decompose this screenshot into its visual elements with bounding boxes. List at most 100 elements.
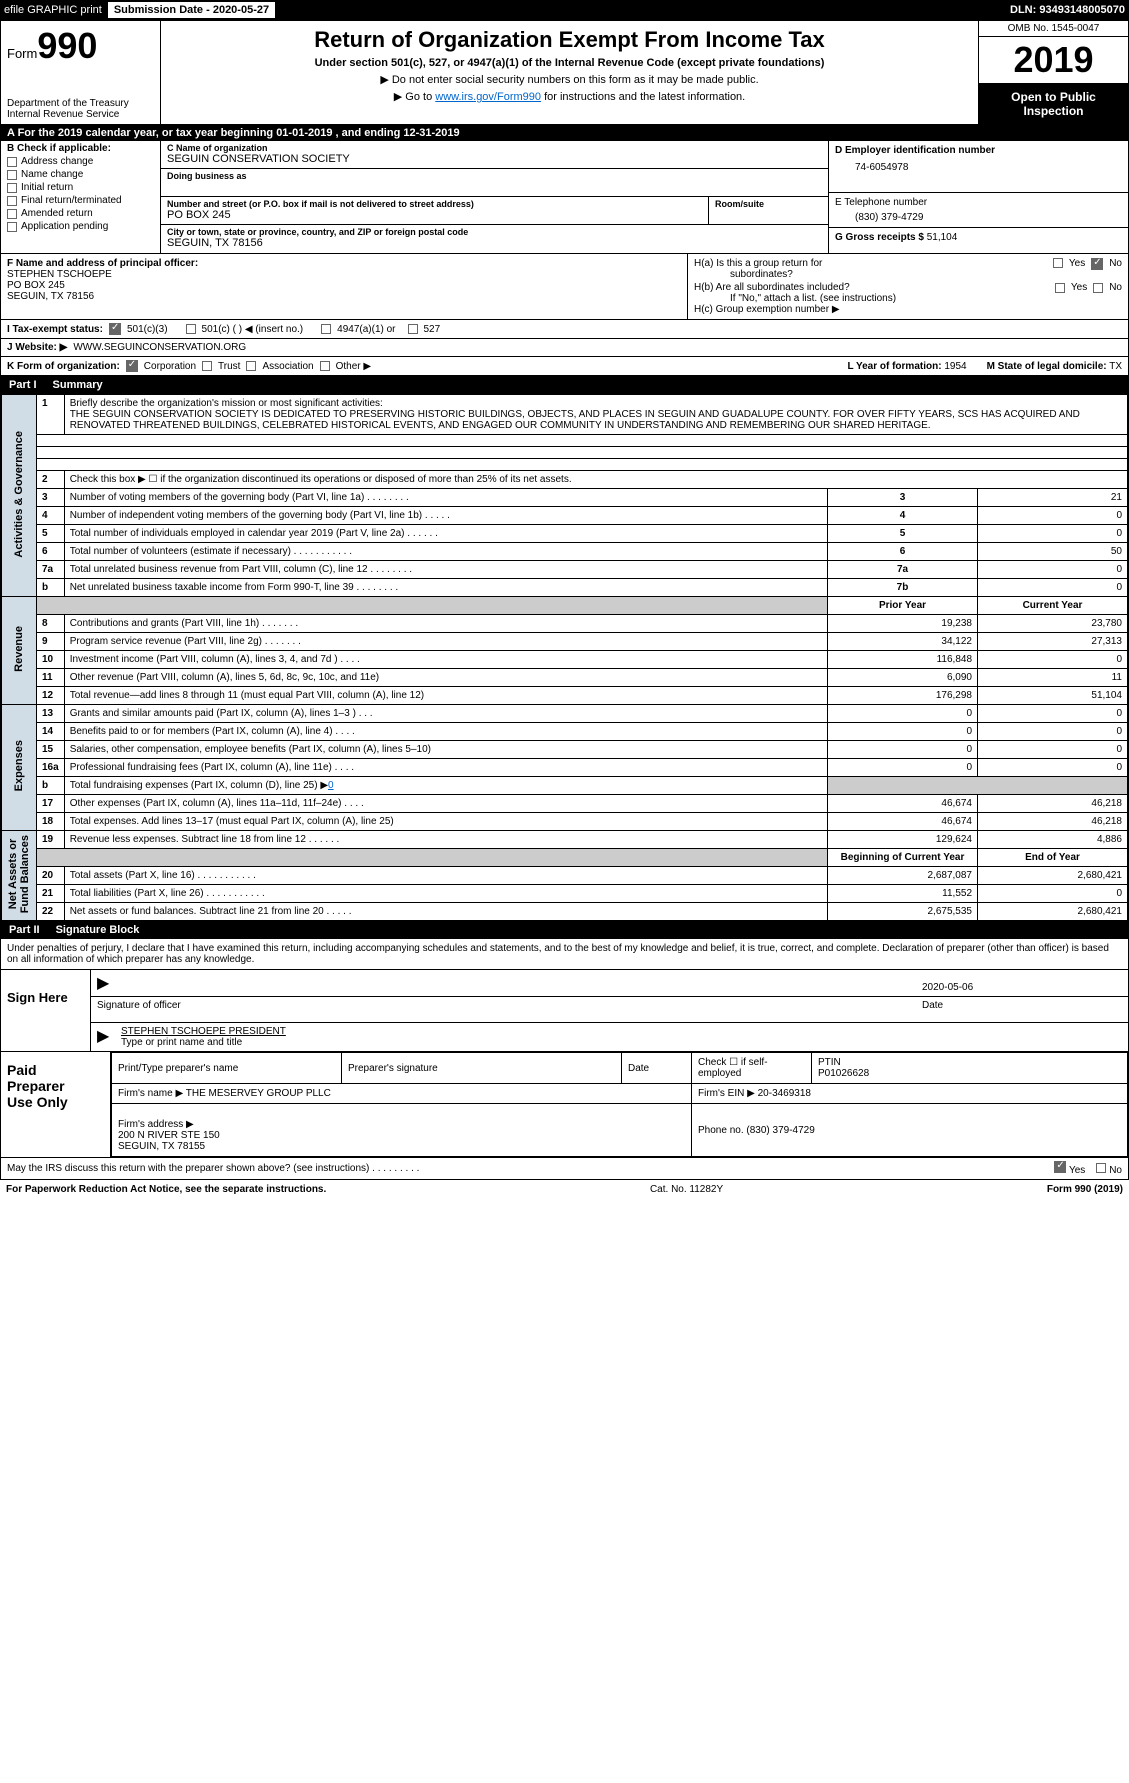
k-opt: Trust <box>218 361 240 372</box>
preparer-right: Print/Type preparer's name Preparer's si… <box>111 1052 1128 1157</box>
col-c: C Name of organization SEGUIN CONSERVATI… <box>161 141 828 253</box>
checkbox-checked-icon[interactable] <box>1054 1161 1066 1173</box>
checkbox-icon[interactable] <box>1096 1163 1106 1173</box>
line-num: 4 <box>37 507 65 525</box>
form-sub3: ▶ Go to www.irs.gov/Form990 for instruct… <box>169 90 970 103</box>
prior-year: 46,674 <box>828 813 978 831</box>
checkbox-icon[interactable] <box>202 361 212 371</box>
addr-label: Number and street (or P.O. box if mail i… <box>167 199 702 209</box>
shade-cell <box>37 597 828 615</box>
checkbox-icon[interactable] <box>7 170 17 180</box>
b-item: Final return/terminated <box>21 195 122 206</box>
col-b: B Check if applicable: Address change Na… <box>1 141 161 253</box>
checkbox-icon[interactable] <box>7 222 17 232</box>
dln: DLN: 93493148005070 <box>1010 4 1125 16</box>
part2-header: Part II Signature Block <box>1 921 1128 939</box>
current-year-hdr: Current Year <box>978 597 1128 615</box>
current-year: 27,313 <box>978 633 1128 651</box>
checkbox-icon[interactable] <box>1093 283 1103 293</box>
col-num: 3 <box>828 489 978 507</box>
gross-label: G Gross receipts $ <box>835 232 924 243</box>
ein-label: D Employer identification number <box>835 145 1122 156</box>
part1-header: Part I Summary <box>1 376 1128 394</box>
checkbox-icon[interactable] <box>7 183 17 193</box>
sig-label: Signature of officer <box>97 1000 922 1011</box>
prep-name-hdr: Print/Type preparer's name <box>112 1053 342 1084</box>
sig-name-row: ▶ STEPHEN TSCHOEPE PRESIDENT Type or pri… <box>91 1023 1128 1051</box>
mission-text: THE SEGUIN CONSERVATION SOCIETY IS DEDIC… <box>70 409 1122 431</box>
part-num: Part I <box>9 379 37 391</box>
section-bcd: B Check if applicable: Address change Na… <box>1 141 1128 254</box>
i-label: I Tax-exempt status: <box>7 324 103 335</box>
hb-note: If "No," attach a list. (see instruction… <box>694 293 1122 304</box>
paperwork-notice: For Paperwork Reduction Act Notice, see … <box>6 1184 326 1195</box>
b-item: Application pending <box>21 221 108 232</box>
checkbox-icon[interactable] <box>321 324 331 334</box>
line-desc: Number of independent voting members of … <box>64 507 827 525</box>
check-app-pending: Application pending <box>7 221 154 232</box>
b-item: Address change <box>21 156 93 167</box>
line-desc: Total revenue—add lines 8 through 11 (mu… <box>64 687 827 705</box>
checkbox-checked-icon[interactable] <box>109 323 121 335</box>
b-item: Initial return <box>21 182 73 193</box>
mission-label: Briefly describe the organization's miss… <box>70 398 1122 409</box>
firm-name-label: Firm's name ▶ <box>118 1088 183 1099</box>
firm-ein: 20-3469318 <box>758 1088 811 1099</box>
line-num: 19 <box>37 831 65 849</box>
line-num: 14 <box>37 723 65 741</box>
lm-cell: L Year of formation: 1954 M State of leg… <box>847 361 1122 372</box>
checkbox-checked-icon[interactable] <box>1091 258 1103 270</box>
line-desc: Other expenses (Part IX, column (A), lin… <box>64 795 827 813</box>
prior-year: 176,298 <box>828 687 978 705</box>
current-year: 0 <box>978 723 1128 741</box>
form-num: 990 <box>37 25 97 66</box>
header-left: Form990 Department of the Treasury Inter… <box>1 21 161 124</box>
open-public: Open to Public Inspection <box>979 83 1128 124</box>
current-year: 0 <box>978 885 1128 903</box>
irs-link[interactable]: www.irs.gov/Form990 <box>435 91 541 103</box>
checkbox-icon[interactable] <box>1055 283 1065 293</box>
prior-year: 6,090 <box>828 669 978 687</box>
current-year: 51,104 <box>978 687 1128 705</box>
check-final-return: Final return/terminated <box>7 195 154 206</box>
line-desc: Program service revenue (Part VIII, line… <box>64 633 827 651</box>
mission-cell: Briefly describe the organization's miss… <box>64 395 1127 435</box>
line-desc: Grants and similar amounts paid (Part IX… <box>64 705 827 723</box>
check-address-change: Address change <box>7 156 154 167</box>
f-label: F Name and address of principal officer: <box>7 258 681 269</box>
prior-year: 0 <box>828 741 978 759</box>
city-value: SEGUIN, TX 78156 <box>167 237 822 249</box>
checkbox-checked-icon[interactable] <box>126 360 138 372</box>
checkbox-icon[interactable] <box>7 196 17 206</box>
fundraising-link[interactable]: 0 <box>328 780 334 791</box>
line-num: 21 <box>37 885 65 903</box>
current-year: 46,218 <box>978 813 1128 831</box>
line-value: 21 <box>978 489 1128 507</box>
firm-name: THE MESERVEY GROUP PLLC <box>186 1088 331 1099</box>
i-opt: 4947(a)(1) or <box>337 324 395 335</box>
sub3-suffix: for instructions and the latest informat… <box>541 91 745 103</box>
org-name-row: C Name of organization SEGUIN CONSERVATI… <box>161 141 828 169</box>
checkbox-icon[interactable] <box>408 324 418 334</box>
checkbox-icon[interactable] <box>1053 258 1063 268</box>
line-desc: Revenue less expenses. Subtract line 18 … <box>64 831 827 849</box>
checkbox-icon[interactable] <box>246 361 256 371</box>
hc-label: H(c) Group exemption number ▶ <box>694 304 1122 315</box>
checkbox-icon[interactable] <box>7 209 17 219</box>
form-title: Return of Organization Exempt From Incom… <box>169 27 970 53</box>
checkbox-icon[interactable] <box>320 361 330 371</box>
line-desc: Professional fundraising fees (Part IX, … <box>64 759 827 777</box>
no-label: No <box>1109 282 1122 293</box>
line-num: 5 <box>37 525 65 543</box>
line-desc: Total liabilities (Part X, line 26) . . … <box>64 885 827 903</box>
line-num: 13 <box>37 705 65 723</box>
line-num: 9 <box>37 633 65 651</box>
current-year: 0 <box>978 651 1128 669</box>
cat-no: Cat. No. 11282Y <box>650 1184 723 1195</box>
prior-year: 2,687,087 <box>828 867 978 885</box>
side-net-assets: Net Assets or Fund Balances <box>2 831 37 921</box>
checkbox-icon[interactable] <box>186 324 196 334</box>
prior-year: 116,848 <box>828 651 978 669</box>
no-label: No <box>1109 1165 1122 1176</box>
checkbox-icon[interactable] <box>7 157 17 167</box>
